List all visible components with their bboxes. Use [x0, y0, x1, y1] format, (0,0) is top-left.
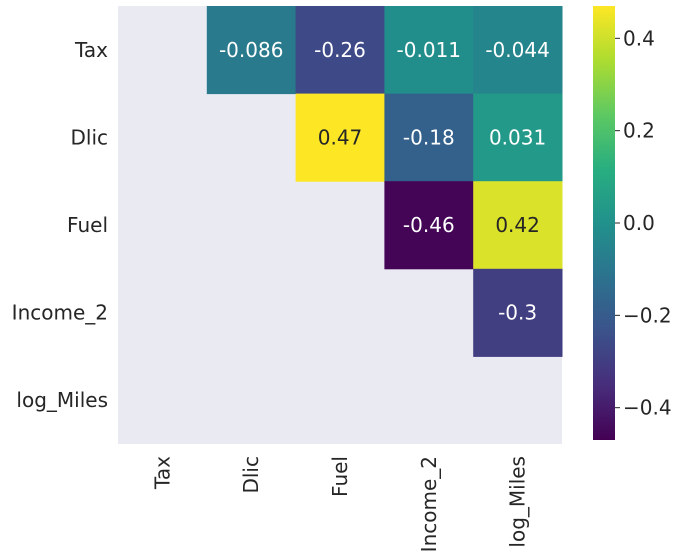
cell-value-label: -0.3 [498, 301, 537, 325]
cell-value-label: 0.031 [489, 125, 546, 149]
cell-value-label: -0.011 [397, 38, 461, 62]
row-label: Income_2 [12, 301, 108, 325]
cell-value-label: 0.47 [318, 125, 363, 149]
row-label: Dlic [70, 125, 108, 149]
column-tick-labels: Tax Dlic Fuel Income_2 log_Miles [150, 456, 529, 552]
heatmap-cell [473, 6, 563, 95]
heatmap-cell [473, 181, 563, 270]
colorbar: 0.4 0.2 0.0 −0.2 −0.4 [593, 6, 672, 440]
heatmap-cell [384, 93, 474, 182]
heatmap-cell [384, 181, 474, 270]
colorbar-tick-label: 0.0 [623, 211, 655, 235]
column-label: Tax [150, 456, 174, 490]
row-label: Fuel [67, 213, 108, 237]
heatmap-cells: -0.086 -0.26 -0.011 -0.044 0.47 -0.18 0.031 -0.… [206, 6, 563, 357]
heatmap-cell [295, 6, 385, 95]
colorbar-tick-label: 0.4 [623, 26, 655, 50]
heatmap-cell [473, 93, 563, 182]
column-label: Dlic [239, 456, 263, 494]
colorbar-tick-label: −0.2 [623, 303, 672, 327]
row-label: log_Miles [16, 388, 108, 412]
column-label: Fuel [328, 456, 352, 497]
colorbar-tick-label: −0.4 [623, 396, 672, 420]
row-tick-labels: Tax Dlic Fuel Income_2 log_Miles [12, 38, 108, 412]
heatmap-cell [473, 268, 563, 357]
cell-value-label: -0.086 [219, 38, 283, 62]
heatmap-cell [384, 6, 474, 95]
colorbar-tick-label: 0.2 [623, 119, 655, 143]
cell-value-label: -0.044 [485, 38, 549, 62]
colorbar-gradient [593, 6, 615, 440]
cell-value-label: -0.18 [403, 125, 455, 149]
column-label: log_Miles [506, 456, 530, 548]
column-label: Income_2 [417, 456, 441, 552]
cell-value-label: -0.46 [403, 213, 455, 237]
heatmap-cell [295, 93, 385, 182]
heatmap-cell [206, 6, 297, 95]
cell-value-label: 0.42 [495, 213, 540, 237]
cell-value-label: -0.26 [314, 38, 366, 62]
row-label: Tax [74, 38, 108, 62]
